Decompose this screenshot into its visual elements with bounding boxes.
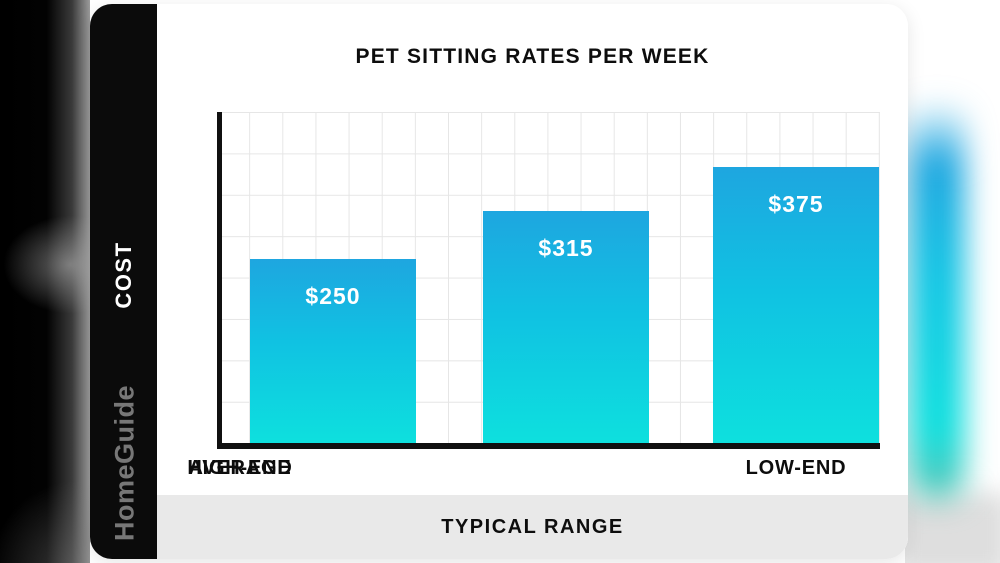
bar-value-label-high-end: $375 (768, 191, 824, 217)
x-axis-title: TYPICAL RANGE (441, 515, 624, 538)
blurred-band-echo (905, 493, 1000, 563)
bar-value-label-low-end: $250 (305, 283, 361, 309)
x-axis-band: TYPICAL RANGE (157, 495, 908, 559)
chart-panel: PET SITTING RATES PER WEEK $250 $315 $37… (157, 4, 908, 559)
category-label-low-end: LOW-END (745, 457, 847, 479)
cost-sidebar: COST HomeGuide (90, 4, 157, 559)
blurred-bar-echo (909, 100, 965, 500)
plot-area: $250 $315 $375 (217, 112, 880, 449)
category-label-average: AVERAGE (188, 457, 292, 479)
y-axis-title: COST (111, 241, 136, 309)
category-label-high-end: HIGH-END (187, 457, 293, 479)
bar-high-end: $375 (713, 167, 879, 443)
bar-low-end: $250 (250, 259, 416, 443)
chart-title: PET SITTING RATES PER WEEK (355, 45, 710, 68)
bar-value-label-average: $315 (538, 235, 594, 261)
blurred-backdrop-right (905, 0, 1000, 563)
brand-wordmark: HomeGuide (109, 384, 140, 542)
blurred-backdrop-left (0, 0, 90, 563)
bar-average: $315 (483, 211, 649, 443)
infographic-card: COST HomeGuide PET SITTING RATES PER WEE… (90, 4, 908, 559)
